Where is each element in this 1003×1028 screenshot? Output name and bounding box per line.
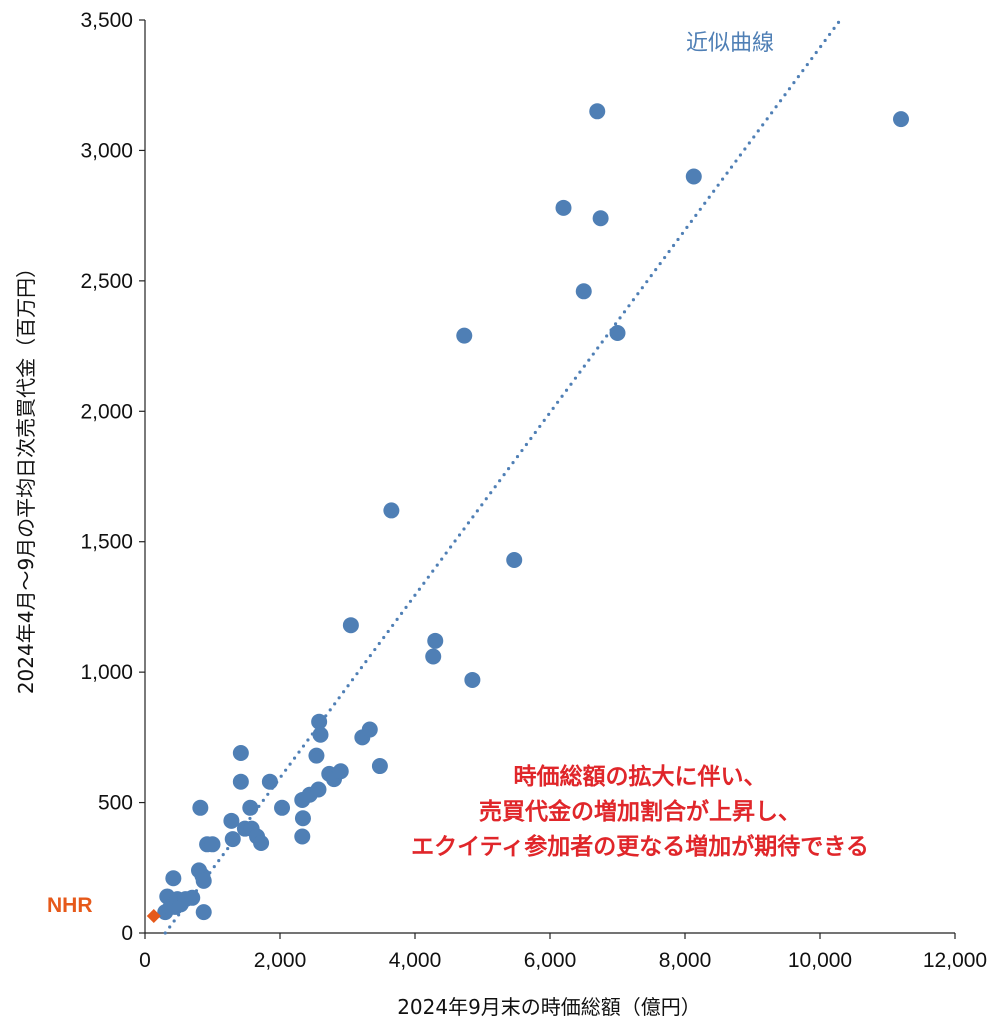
y-tick-label: 1,000	[80, 661, 133, 684]
y-tick-label: 3,000	[80, 139, 133, 162]
data-point	[332, 763, 349, 780]
data-point	[184, 889, 201, 906]
data-point	[312, 726, 329, 743]
data-point	[464, 671, 481, 688]
x-axis-title: 2024年9月末の時価総額（億円）	[397, 995, 701, 1019]
data-point	[555, 199, 572, 216]
data-point	[294, 828, 311, 845]
data-point	[195, 904, 212, 921]
data-point	[204, 836, 221, 853]
nhr-label: NHR	[47, 894, 93, 917]
data-point	[223, 812, 240, 829]
y-tick-label: 0	[121, 922, 133, 945]
data-point	[383, 502, 400, 519]
data-point	[592, 210, 609, 227]
data-point	[893, 111, 909, 128]
y-axis-title: 2024年4月～9月の平均日次売買代金（百万円）	[14, 258, 38, 694]
data-point	[506, 551, 523, 568]
annotation-line-1: 時価総額の拡大に伴い、	[514, 763, 767, 790]
data-point	[425, 648, 442, 665]
data-points	[146, 103, 909, 924]
data-point	[342, 617, 359, 634]
x-tick-label: 2,000	[254, 949, 307, 972]
data-point	[253, 835, 270, 852]
nhr-point	[146, 909, 161, 924]
data-point	[294, 810, 311, 827]
data-point	[311, 713, 328, 730]
data-point	[165, 870, 182, 887]
data-point	[575, 283, 592, 300]
x-tick-label: 12,000	[923, 949, 987, 972]
data-point	[224, 831, 241, 848]
annotation-text: 時価総額の拡大に伴い、 売買代金の増加割合が上昇し、 エクイティ参加者の更なる増…	[411, 763, 869, 860]
data-point	[361, 721, 378, 738]
annotation-line-3: エクイティ参加者の更なる増加が期待できる	[411, 833, 869, 860]
data-point	[308, 747, 325, 764]
data-point	[310, 781, 327, 798]
trendline	[163, 18, 842, 935]
data-point	[685, 168, 702, 185]
data-point	[456, 327, 473, 344]
data-point	[261, 773, 278, 790]
data-point	[195, 872, 212, 889]
y-tick-label: 2,500	[80, 270, 133, 293]
y-tick-label: 500	[98, 792, 133, 815]
annotation-line-2: 売買代金の増加割合が上昇し、	[479, 798, 801, 825]
data-point	[427, 632, 444, 649]
x-tick-label: 8,000	[659, 949, 712, 972]
trendline-group	[163, 18, 842, 935]
x-tick-label: 0	[139, 949, 151, 972]
y-tick-label: 1,500	[80, 531, 133, 554]
y-tick-label: 2,000	[80, 400, 133, 423]
data-point	[232, 745, 249, 762]
trendline-label: 近似曲線	[686, 31, 774, 56]
data-point	[589, 103, 606, 120]
data-point	[609, 325, 626, 342]
x-tick-label: 4,000	[389, 949, 442, 972]
data-point	[274, 799, 291, 816]
tick-labels: 0 2,000 4,000 6,000 8,000 10,000 12,000 0 500 1,0…	[80, 9, 987, 972]
x-tick-label: 10,000	[788, 949, 852, 972]
data-point	[192, 799, 209, 816]
x-tick-label: 6,000	[524, 949, 577, 972]
data-point	[371, 758, 388, 775]
data-point	[242, 799, 259, 816]
y-tick-label: 3,500	[80, 9, 133, 32]
data-point	[232, 773, 249, 790]
